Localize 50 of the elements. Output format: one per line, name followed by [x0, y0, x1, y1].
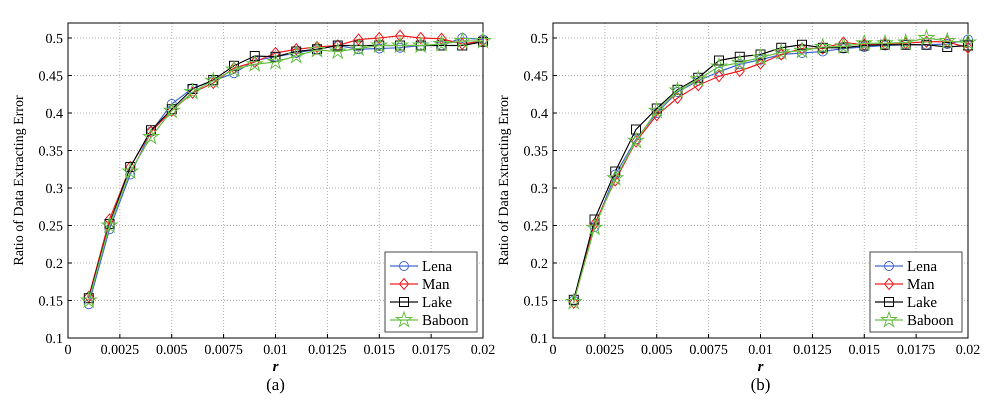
legend-label: Man: [907, 277, 935, 293]
y-tick-label: 0.25: [524, 220, 548, 234]
y-tick-label: 0.2: [46, 257, 63, 272]
legend-label: Lake: [907, 295, 938, 311]
x-tick-label: 0.0125: [793, 343, 832, 358]
y-tick-label: 0.35: [524, 144, 548, 160]
text: (b): [750, 375, 770, 394]
x-tick-label: 0.005: [156, 343, 188, 358]
x-tick-label: 0.005: [641, 343, 672, 358]
y-tick-label: 0.15: [38, 294, 63, 310]
text: (a): [266, 375, 285, 394]
x-tick-label: 0.0175: [412, 343, 450, 358]
y-tick-label: 0.4: [46, 107, 63, 122]
x-tick-label: 0.0175: [896, 343, 936, 358]
legend-label: Baboon: [907, 313, 954, 329]
x-tick-label: 0: [64, 343, 72, 358]
x-tick-label: 0.0075: [204, 343, 243, 358]
x-axis-title: r: [758, 359, 764, 375]
y-tick-label: 0.45: [524, 70, 548, 84]
y-tick-label: 0.5: [46, 32, 63, 47]
y-axis-title: Ratio of Data Extracting Error: [12, 95, 27, 266]
x-tick-label: 0.0125: [308, 343, 347, 358]
x-tick-label: 0.0025: [100, 343, 140, 358]
x-tick-label: 0.0075: [689, 343, 728, 358]
y-tick-label: 0.35: [38, 144, 63, 160]
y-tick-label: 0.15: [524, 294, 548, 310]
y-tick-label: 0.1: [530, 332, 548, 347]
x-tick-label: 0.02: [956, 343, 980, 358]
x-tick-label: 0.01: [263, 343, 288, 358]
y-tick-label: 0.5: [530, 32, 548, 47]
y-tick-label: 0.25: [38, 220, 63, 234]
legend-label: Baboon: [422, 313, 470, 329]
legend-label: Lena: [422, 259, 452, 275]
legend-label: Man: [422, 277, 450, 293]
x-axis-title: r: [272, 359, 279, 375]
y-tick-label: 0.2: [530, 257, 548, 272]
y-tick-label: 0.45: [38, 70, 63, 84]
x-tick-label: 0.015: [364, 343, 395, 358]
legend-label: Lena: [907, 259, 938, 275]
x-tick-label: 0.0025: [586, 343, 624, 358]
y-tick-label: 0.1: [46, 332, 63, 347]
x-tick-label: 0.015: [848, 343, 880, 358]
x-tick-label: 0: [550, 343, 556, 358]
legend-label: Lake: [422, 295, 452, 311]
x-tick-label: 0.02: [470, 343, 496, 358]
y-tick-label: 0.4: [530, 107, 548, 122]
x-tick-label: 0.01: [748, 343, 773, 358]
y-tick-label: 0.3: [530, 182, 548, 197]
y-axis-title: Ratio of Data Extracting Error: [497, 95, 512, 266]
y-tick-label: 0.3: [46, 182, 63, 197]
